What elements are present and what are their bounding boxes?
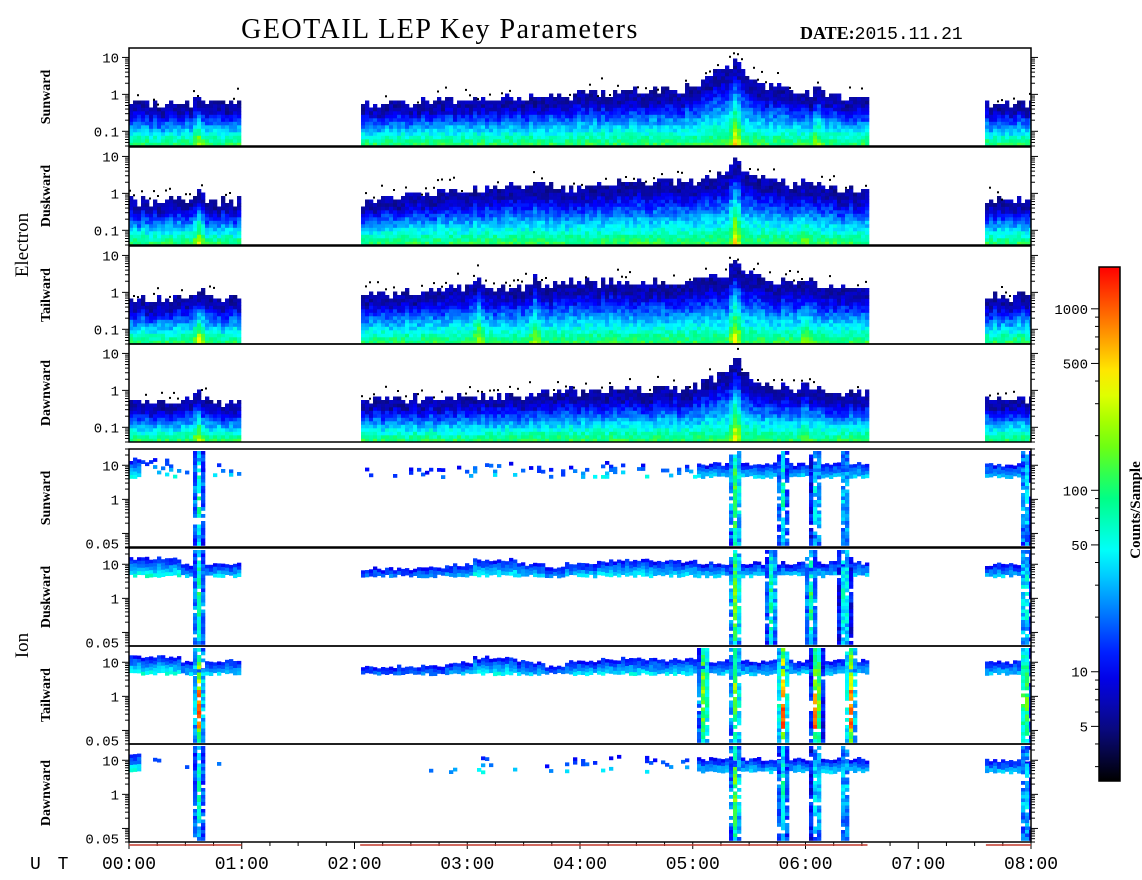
y-tick-label: 10 xyxy=(102,558,119,574)
y-tick-label: 1 xyxy=(111,493,119,509)
panel-frame xyxy=(128,343,1032,443)
panel-frame xyxy=(128,146,1032,246)
y-tick-label: 1 xyxy=(111,88,119,104)
y-tick-label: 0.1 xyxy=(94,421,119,437)
y-tick-label: 0.05 xyxy=(85,735,119,751)
species-group-labels: Electron Ion xyxy=(12,212,33,658)
colorbar-tick-label: 500 xyxy=(1063,357,1088,373)
colorbar-scale xyxy=(1098,266,1121,782)
colorbar: Counts/Sample 5 10 50 100 500 1000 xyxy=(1054,266,1142,782)
date-label-value: 2015.11.21 xyxy=(855,25,963,45)
colorbar-tick-label: 10 xyxy=(1071,666,1088,682)
y-tick-label: 0.1 xyxy=(94,125,119,141)
y-tick-label: 1 xyxy=(111,187,119,203)
y-tick-label: 0.1 xyxy=(94,224,119,240)
y-tick-label: 1 xyxy=(111,690,119,706)
x-tick-label: 06:00 xyxy=(778,855,832,875)
direction-label: Duskward xyxy=(39,566,54,628)
direction-label: Dawnward xyxy=(39,760,54,826)
group-label-ion: Ion xyxy=(12,632,33,658)
panel-frame xyxy=(128,547,1032,647)
spectrogram-image xyxy=(129,157,1031,245)
panel-electron-sunward: 10 1 0.1 Sunward xyxy=(39,47,1038,147)
x-tick-label: 01:00 xyxy=(215,855,269,875)
x-tick-label: 08:00 xyxy=(1004,855,1058,875)
y-tick-label: 10 xyxy=(102,249,119,265)
x-tick-label: 07:00 xyxy=(891,855,945,875)
y-tick-label: 0.1 xyxy=(94,323,119,339)
colorbar-tick-label: 50 xyxy=(1071,539,1088,555)
panel-ion-tailward: 10 1 0.05 Tailward xyxy=(39,645,1038,751)
panel-electron-dawnward: 10 1 0.1 Dawnward xyxy=(39,343,1038,443)
panel-electron-tailward: 10 1 0.1 Tailward xyxy=(39,245,1038,345)
direction-label: Tailward xyxy=(39,668,54,722)
direction-label: Tailward xyxy=(39,268,54,322)
y-tick-label: 10 xyxy=(102,656,119,672)
y-tick-label: 10 xyxy=(102,459,119,475)
spectrogram-image xyxy=(129,256,1031,344)
chart-title: GEOTAIL LEP Key Parameters xyxy=(241,14,639,45)
y-tick-label: 10 xyxy=(102,754,119,770)
spectrogram-image xyxy=(129,550,1031,645)
panel-ion-duskward: 10 1 0.05 Duskward xyxy=(39,547,1038,653)
panel-frame xyxy=(128,743,1032,843)
colorbar-tick-label: 100 xyxy=(1063,484,1088,500)
spectrogram-image xyxy=(129,52,1031,146)
y-tick-label: 10 xyxy=(102,347,119,363)
spectrogram-image xyxy=(129,746,1031,841)
time-axis: U T 00:00 01:00 02:00 03:00 04:00 05:00 06:00 0… xyxy=(30,842,1058,875)
panel-frame xyxy=(128,448,1032,548)
panel-ion-sunward: 10 1 0.05 Sunward xyxy=(39,448,1038,554)
x-tick-label: 02:00 xyxy=(327,855,381,875)
group-label-electron: Electron xyxy=(12,212,33,277)
x-tick-label: 03:00 xyxy=(440,855,494,875)
spectrogram-panels: 10 1 0.1 Sunward 10 1 0.1 Duskward 10 1 0.1 Tailwar… xyxy=(39,47,1038,849)
y-tick-label: 1 xyxy=(111,286,119,302)
x-tick-label: 04:00 xyxy=(553,855,607,875)
colorbar-tick-label: 5 xyxy=(1080,720,1088,736)
y-tick-label: 0.05 xyxy=(85,833,119,849)
y-tick-label: 1 xyxy=(111,592,119,608)
panel-frame xyxy=(128,47,1032,147)
date-label: DATE:2015.11.21 xyxy=(800,23,963,45)
colorbar-tick-label: 1000 xyxy=(1054,303,1088,319)
y-tick-label: 10 xyxy=(102,51,119,67)
x-tick-label: 05:00 xyxy=(666,855,720,875)
colorbar-label: Counts/Sample xyxy=(1128,461,1142,559)
spectrogram-image xyxy=(129,648,1031,743)
y-tick-label: 1 xyxy=(111,384,119,400)
date-label-prefix: DATE: xyxy=(800,23,855,43)
y-tick-label: 0.05 xyxy=(85,538,119,554)
spectrogram-image xyxy=(129,451,1031,546)
direction-label: Duskward xyxy=(39,165,54,227)
y-tick-label: 0.05 xyxy=(85,637,119,653)
panel-ion-dawnward: 10 1 0.05 Dawnward xyxy=(39,743,1038,849)
y-tick-label: 10 xyxy=(102,150,119,166)
y-tick-label: 1 xyxy=(111,788,119,804)
x-tick-label: 00:00 xyxy=(102,855,156,875)
direction-label: Sunward xyxy=(39,471,54,526)
panel-electron-duskward: 10 1 0.1 Duskward xyxy=(39,146,1038,246)
time-axis-prefix: U T xyxy=(30,855,71,875)
spectrogram-image xyxy=(129,347,1031,442)
direction-label: Dawnward xyxy=(39,360,54,426)
direction-label: Sunward xyxy=(39,70,54,125)
